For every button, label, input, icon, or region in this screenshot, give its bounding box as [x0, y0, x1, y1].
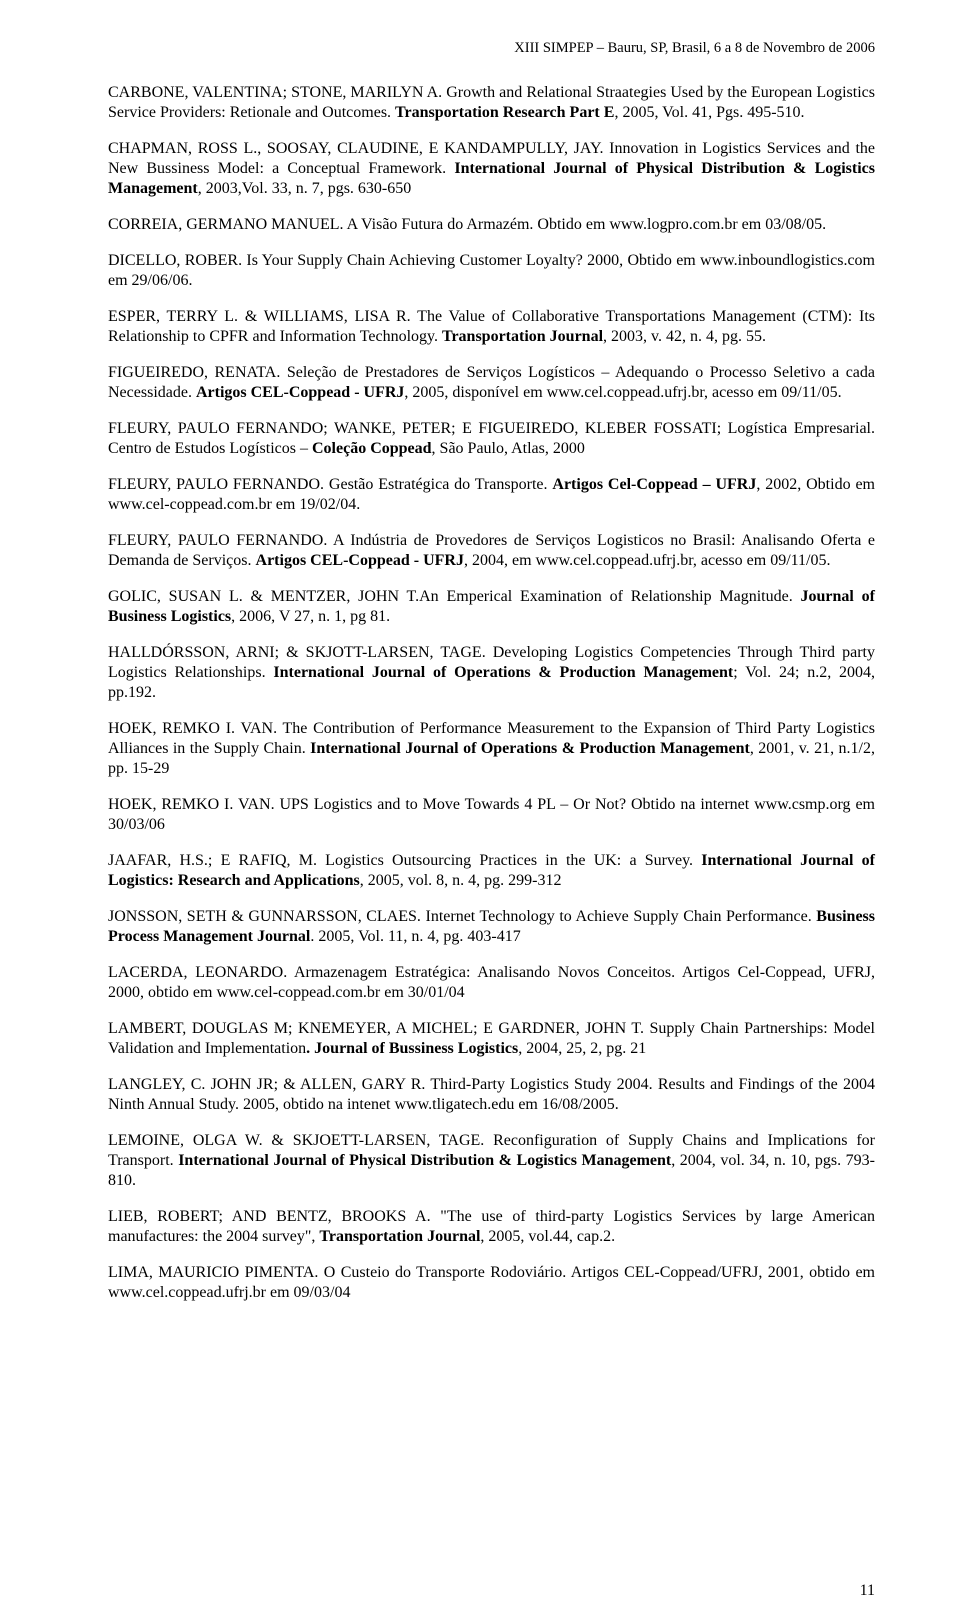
reference-entry: HOEK, REMKO I. VAN. The Contribution of … [108, 719, 875, 779]
reference-journal-title: Artigos Cel-Coppead – UFRJ [552, 476, 756, 493]
reference-text-post: , 2005, disponível em www.cel.coppead.uf… [404, 384, 841, 401]
reference-entry: LIEB, ROBERT; AND BENTZ, BROOKS A. "The … [108, 1207, 875, 1247]
reference-entry: ESPER, TERRY L. & WILLIAMS, LISA R. The … [108, 307, 875, 347]
reference-entry: JONSSON, SETH & GUNNARSSON, CLAES. Inter… [108, 907, 875, 947]
reference-journal-title: Artigos CEL-Coppead - UFRJ [256, 552, 464, 569]
page-number: 11 [860, 1582, 875, 1600]
reference-text-post: , 2006, V 27, n. 1, pg 81. [231, 608, 390, 625]
reference-entry: CARBONE, VALENTINA; STONE, MARILYN A. Gr… [108, 83, 875, 123]
reference-journal-title: Transportation Journal [319, 1228, 480, 1245]
reference-journal-title: Coleção Coppead [312, 440, 432, 457]
reference-entry: LEMOINE, OLGA W. & SKJOETT-LARSEN, TAGE.… [108, 1131, 875, 1191]
reference-text-pre: LANGLEY, C. JOHN JR; & ALLEN, GARY R. Th… [108, 1076, 875, 1113]
reference-text-pre: DICELLO, ROBER. Is Your Supply Chain Ach… [108, 252, 875, 289]
reference-text-pre: JAAFAR, H.S.; E RAFIQ, M. Logistics Outs… [108, 852, 701, 869]
reference-entry: LAMBERT, DOUGLAS M; KNEMEYER, A MICHEL; … [108, 1019, 875, 1059]
page: XIII SIMPEP – Bauru, SP, Brasil, 6 a 8 d… [0, 0, 960, 1622]
reference-entry: HALLDÓRSSON, ARNI; & SKJOTT-LARSEN, TAGE… [108, 643, 875, 703]
reference-entry: HOEK, REMKO I. VAN. UPS Logistics and to… [108, 795, 875, 835]
reference-text-post: , 2004, em www.cel.coppead.ufrj.br, aces… [464, 552, 831, 569]
reference-entry: FLEURY, PAULO FERNANDO. Gestão Estratégi… [108, 475, 875, 515]
reference-text-pre: GOLIC, SUSAN L. & MENTZER, JOHN T.An Emp… [108, 588, 801, 605]
reference-entry: JAAFAR, H.S.; E RAFIQ, M. Logistics Outs… [108, 851, 875, 891]
reference-entry: CHAPMAN, ROSS L., SOOSAY, CLAUDINE, E KA… [108, 139, 875, 199]
reference-journal-title: International Journal of Physical Distri… [178, 1152, 671, 1169]
reference-text-pre: JONSSON, SETH & GUNNARSSON, CLAES. Inter… [108, 908, 816, 925]
reference-text-post: , 2003,Vol. 33, n. 7, pgs. 630-650 [198, 180, 412, 197]
reference-entry: FIGUEIREDO, RENATA. Seleção de Prestador… [108, 363, 875, 403]
reference-text-post: , São Paulo, Atlas, 2000 [432, 440, 585, 457]
reference-journal-title: . Journal of Bussiness Logistics [306, 1040, 518, 1057]
reference-text-pre: LIMA, MAURICIO PIMENTA. O Custeio do Tra… [108, 1264, 875, 1301]
reference-entry: GOLIC, SUSAN L. & MENTZER, JOHN T.An Emp… [108, 587, 875, 627]
reference-text-post: , 2005, vol. 8, n. 4, pg. 299-312 [360, 872, 562, 889]
references-list: CARBONE, VALENTINA; STONE, MARILYN A. Gr… [108, 83, 875, 1303]
reference-journal-title: International Journal of Operations & Pr… [310, 740, 750, 757]
reference-entry: LACERDA, LEONARDO. Armazenagem Estratégi… [108, 963, 875, 1003]
reference-text-post: . 2005, Vol. 11, n. 4, pg. 403-417 [310, 928, 520, 945]
reference-text-pre: CORREIA, GERMANO MANUEL. A Visão Futura … [108, 216, 826, 233]
reference-entry: CORREIA, GERMANO MANUEL. A Visão Futura … [108, 215, 875, 235]
reference-journal-title: Transportation Journal [442, 328, 603, 345]
reference-entry: DICELLO, ROBER. Is Your Supply Chain Ach… [108, 251, 875, 291]
reference-text-post: , 2003, v. 42, n. 4, pg. 55. [603, 328, 766, 345]
reference-entry: LANGLEY, C. JOHN JR; & ALLEN, GARY R. Th… [108, 1075, 875, 1115]
reference-text-post: , 2005, vol.44, cap.2. [480, 1228, 615, 1245]
reference-journal-title: Artigos CEL-Coppead - UFRJ [196, 384, 404, 401]
reference-text-pre: LACERDA, LEONARDO. Armazenagem Estratégi… [108, 964, 875, 1001]
reference-text-post: , 2004, 25, 2, pg. 21 [518, 1040, 646, 1057]
reference-text-pre: HOEK, REMKO I. VAN. UPS Logistics and to… [108, 796, 875, 833]
reference-entry: FLEURY, PAULO FERNANDO. A Indústria de P… [108, 531, 875, 571]
reference-journal-title: Transportation Research Part E [395, 104, 614, 121]
reference-text-pre: FLEURY, PAULO FERNANDO. Gestão Estratégi… [108, 476, 552, 493]
reference-entry: FLEURY, PAULO FERNANDO; WANKE, PETER; E … [108, 419, 875, 459]
conference-header: XIII SIMPEP – Bauru, SP, Brasil, 6 a 8 d… [108, 40, 875, 57]
reference-entry: LIMA, MAURICIO PIMENTA. O Custeio do Tra… [108, 1263, 875, 1303]
reference-journal-title: International Journal of Operations & Pr… [273, 664, 733, 681]
reference-text-post: , 2005, Vol. 41, Pgs. 495-510. [614, 104, 804, 121]
